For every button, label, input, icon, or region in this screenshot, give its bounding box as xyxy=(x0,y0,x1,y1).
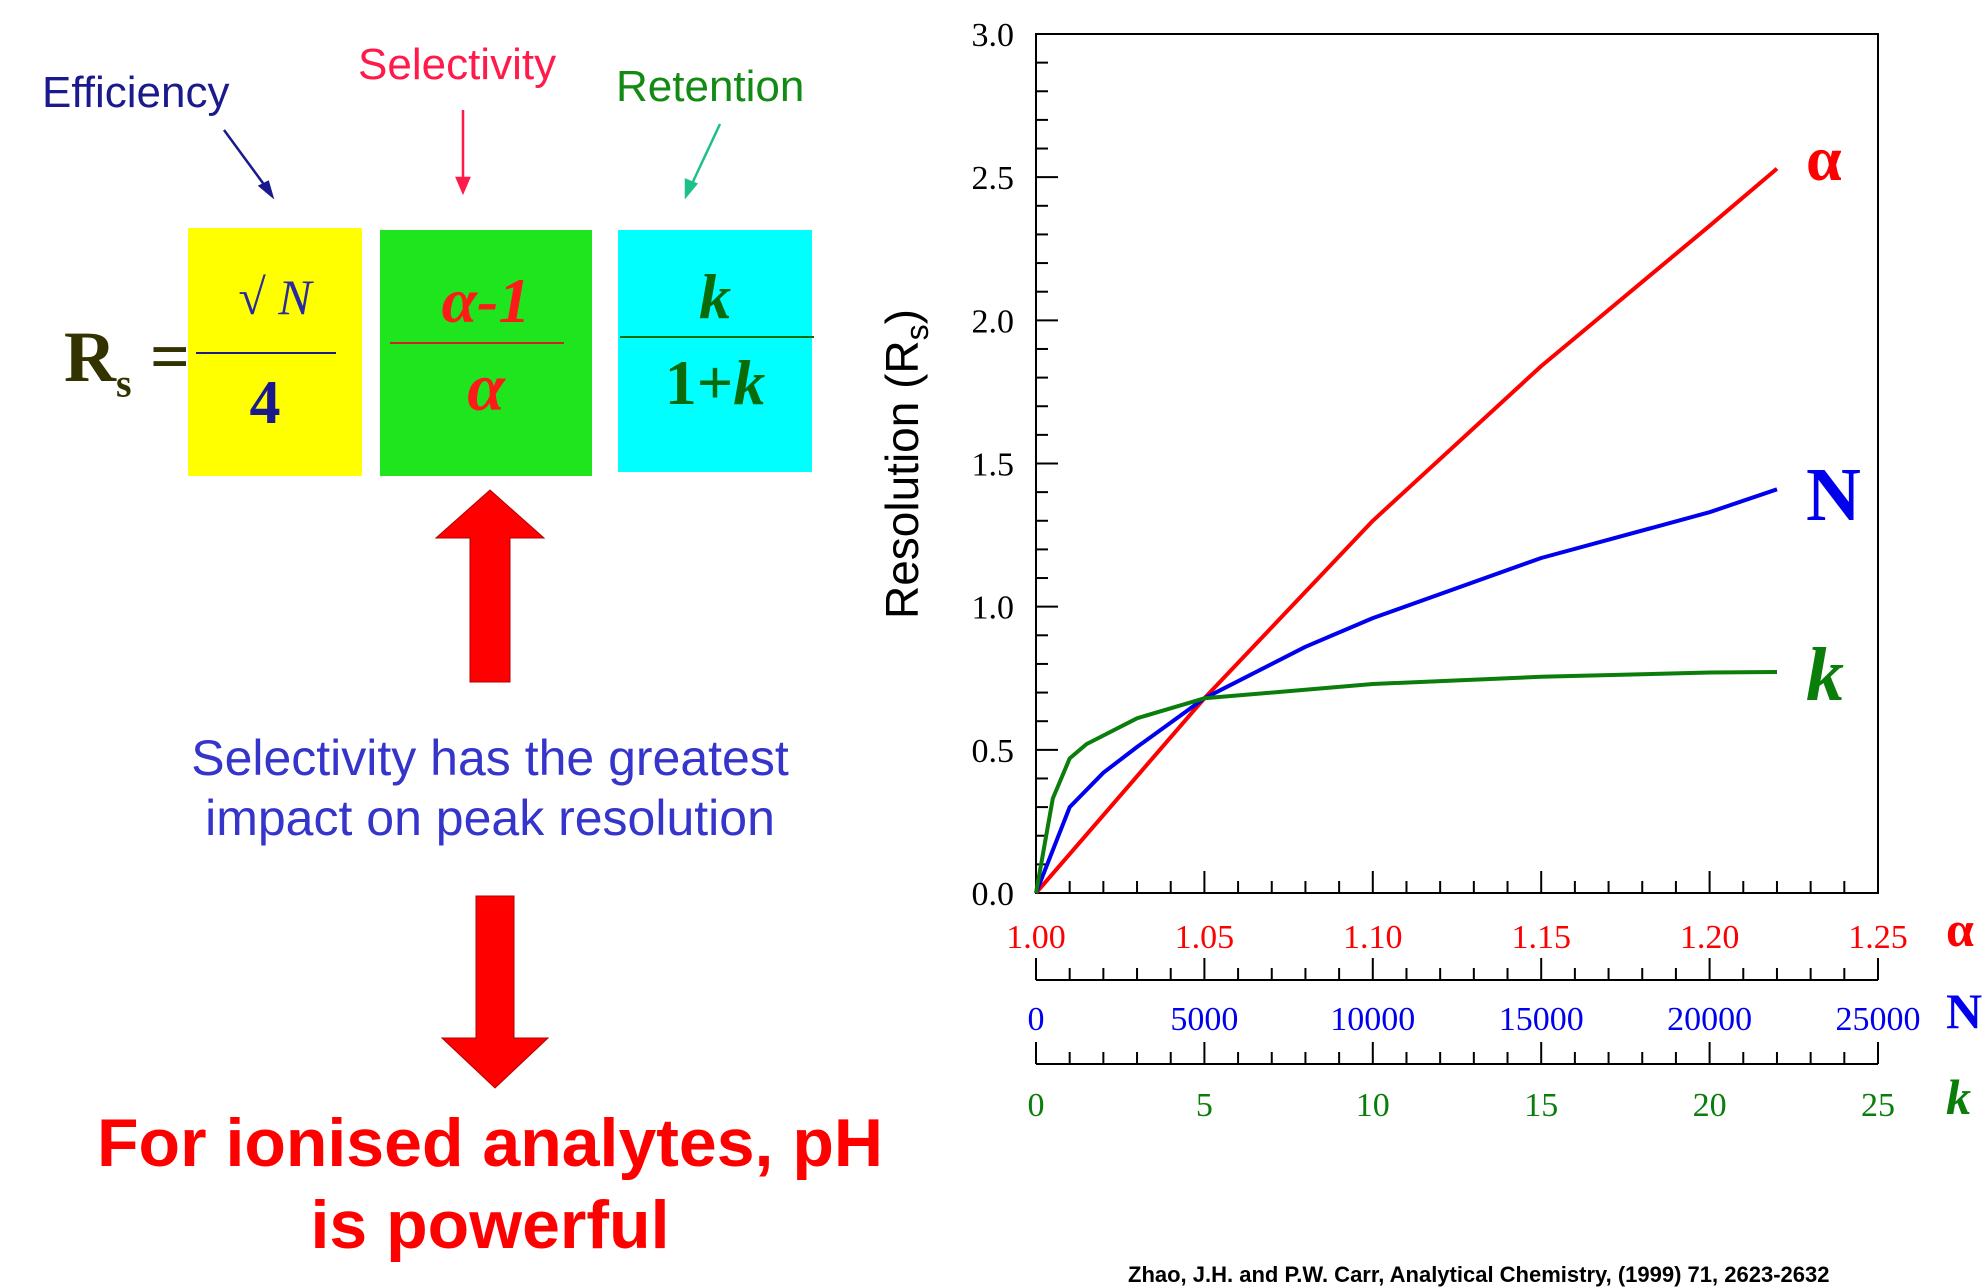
y-tick-label: 2.0 xyxy=(972,303,1015,340)
efficiency-numerator: √ N xyxy=(238,269,312,325)
up-arrow xyxy=(434,489,546,683)
rs-symbol-main: R xyxy=(64,317,116,397)
rs-symbol-subscript: s xyxy=(116,360,132,406)
α-tick-label: 1.10 xyxy=(1343,919,1403,956)
retention-label: Retention xyxy=(616,62,805,111)
N-tick-label: 5000 xyxy=(1170,1001,1238,1038)
k-tick-label: 0 xyxy=(1028,1087,1045,1124)
series-k-label: k xyxy=(1806,633,1844,717)
k-tick-label: 10 xyxy=(1356,1087,1390,1124)
N-tick-label: 25000 xyxy=(1836,1001,1921,1038)
N-tick-label: 20000 xyxy=(1667,1001,1752,1038)
retention-pointer-arrow xyxy=(684,123,722,200)
series-N-line xyxy=(1034,487,1778,894)
y-tick-label: 0.0 xyxy=(972,876,1015,913)
series-α-line xyxy=(1034,167,1779,895)
retention-denominator-prefix: 1+ xyxy=(664,347,734,418)
selectivity-term-box: α-1 α xyxy=(380,230,592,476)
selectivity-fraction-line xyxy=(390,342,564,344)
impact-line-2: impact on peak resolution xyxy=(205,790,775,846)
retention-denominator-variable: k xyxy=(733,347,766,418)
plot-frame xyxy=(1035,33,1879,894)
efficiency-denominator: 4 xyxy=(249,369,281,437)
selectivity-denominator: α xyxy=(467,349,505,425)
conclusion-line-1: For ionised analytes, pH xyxy=(97,1105,883,1181)
selectivity-pointer-arrow xyxy=(455,110,471,196)
retention-numerator: k xyxy=(699,261,731,332)
selectivity-numerator: α-1 xyxy=(441,265,531,336)
N-tick-label: 10000 xyxy=(1330,1001,1415,1038)
efficiency-fraction-line-extension xyxy=(196,352,336,354)
α-tick-label: 1.00 xyxy=(1006,919,1066,956)
retention-term-box: k 1+k xyxy=(618,230,814,472)
N-axis-symbol: N xyxy=(1946,983,1982,1039)
α-tick-label: 1.20 xyxy=(1680,919,1740,956)
y-axis-label: Resolution (Rs) xyxy=(876,309,935,619)
k-tick-label: 20 xyxy=(1693,1087,1727,1124)
selectivity-label: Selectivity xyxy=(358,40,557,89)
y-tick-label: 3.0 xyxy=(972,17,1015,54)
efficiency-label: Efficiency xyxy=(42,68,230,117)
k-tick-label: 5 xyxy=(1196,1087,1213,1124)
α-tick-label: 1.15 xyxy=(1511,919,1571,956)
retention-fraction-line xyxy=(620,336,814,338)
k-tick-label: 25 xyxy=(1861,1087,1895,1124)
down-arrow xyxy=(440,895,550,1089)
efficiency-pointer-arrow xyxy=(222,129,275,200)
y-tick-label: 0.5 xyxy=(972,733,1015,770)
y-tick-label: 2.5 xyxy=(972,160,1015,197)
y-axis-label-suffix: ) xyxy=(876,309,928,324)
ph-conclusion-text: For ionised analytes, pH is powerful xyxy=(60,1102,920,1266)
series-α-label: α xyxy=(1806,123,1842,194)
retention-denominator: 1+k xyxy=(618,346,812,420)
series-N-label: N xyxy=(1806,453,1861,537)
equals-sign: = xyxy=(150,319,190,396)
α-tick-label: 1.25 xyxy=(1848,919,1908,956)
k-tick-label: 15 xyxy=(1524,1087,1558,1124)
impact-line-1: Selectivity has the greatest xyxy=(191,730,789,786)
α-axis-symbol: α xyxy=(1946,901,1974,957)
y-tick-label: 1.0 xyxy=(972,590,1015,627)
rs-symbol: Rs xyxy=(64,316,132,406)
selectivity-impact-text: Selectivity has the greatest impact on p… xyxy=(120,728,860,848)
label-pointer-arrows xyxy=(222,110,722,200)
α-tick-label: 1.05 xyxy=(1175,919,1235,956)
series-k-line xyxy=(1034,670,1778,894)
y-axis-label-subscript: s xyxy=(899,324,935,340)
conclusion-line-2: is powerful xyxy=(310,1187,670,1263)
k-axis-symbol: k xyxy=(1946,1069,1971,1125)
N-tick-label: 0 xyxy=(1028,1001,1045,1038)
citation: Zhao, J.H. and P.W. Carr, Analytical Che… xyxy=(1128,1262,1830,1287)
y-tick-label: 1.5 xyxy=(972,447,1015,484)
N-tick-label: 15000 xyxy=(1499,1001,1584,1038)
